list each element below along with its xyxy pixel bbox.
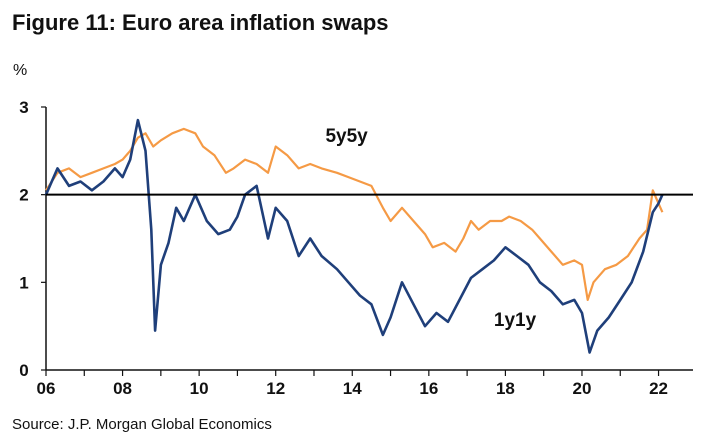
y-axis-ticks: 0 1 2 3: [19, 98, 46, 380]
y-tick-label: 3: [19, 98, 28, 117]
x-axis-ticks: 06 08 10 12 14 16 18 20 22: [37, 370, 668, 398]
y-tick-label: 1: [19, 273, 28, 292]
x-tick-label: 08: [113, 379, 132, 398]
y-tick-label: 0: [19, 361, 28, 380]
source-note: Source: J.P. Morgan Global Economics: [12, 416, 272, 433]
series-label-1y1y: 1y1y: [494, 310, 537, 331]
y-tick-label: 2: [19, 186, 28, 205]
x-tick-label: 06: [37, 379, 56, 398]
x-tick-label: 14: [343, 379, 362, 398]
x-tick-label: 20: [573, 379, 592, 398]
y-axis-unit-label: %: [13, 62, 27, 79]
x-tick-label: 16: [419, 379, 438, 398]
series-line-1y1y: [44, 118, 664, 354]
series-label-5y5y: 5y5y: [325, 126, 368, 147]
x-tick-label: 18: [496, 379, 515, 398]
x-tick-label: 12: [266, 379, 285, 398]
x-tick-label: 22: [649, 379, 668, 398]
figure-title: Figure 11: Euro area inflation swaps: [12, 10, 389, 35]
series-line-5y5y: [45, 127, 664, 301]
x-tick-label: 10: [190, 379, 209, 398]
